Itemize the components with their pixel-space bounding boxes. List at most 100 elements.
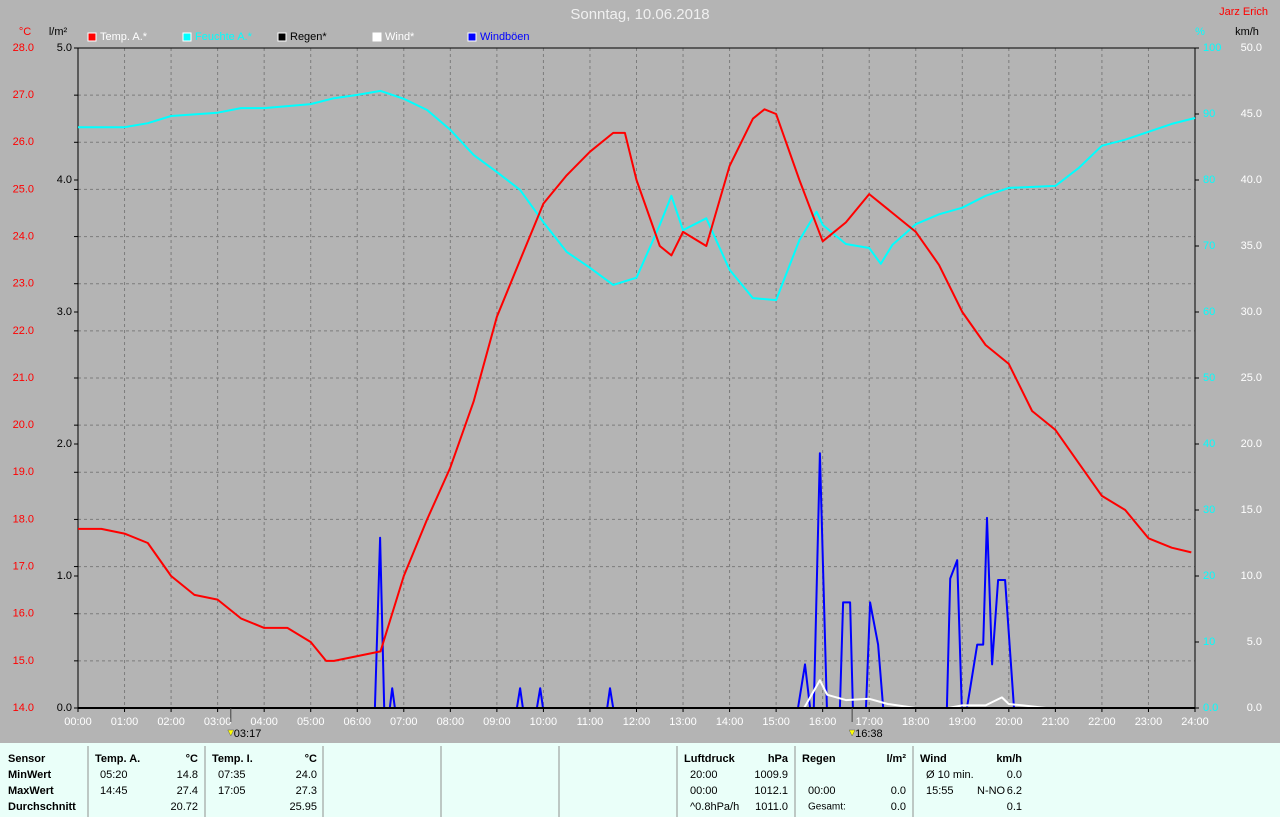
y4-tick-label: 30.0 <box>1241 306 1262 318</box>
cell-time: 00:00 <box>690 785 718 797</box>
y4-tick-label: 35.0 <box>1241 240 1262 252</box>
y4-tick-label: 0.0 <box>1247 702 1262 714</box>
y-axis-unit: °C <box>19 26 31 38</box>
x-tick-label: 24:00 <box>1181 716 1209 728</box>
y-tick-label: 15.0 <box>13 655 34 667</box>
y4-tick-label: 15.0 <box>1241 504 1262 516</box>
x-tick-label: 07:00 <box>390 716 418 728</box>
y2-tick-label: 4.0 <box>57 174 72 186</box>
column-title: Temp. I. <box>212 753 253 765</box>
x-tick-label: 03:00 <box>204 716 232 728</box>
legend-swatch <box>87 32 97 42</box>
x-tick-label: 13:00 <box>669 716 697 728</box>
cell-time: Ø 10 min. <box>926 769 974 781</box>
annotation-icon <box>848 729 856 737</box>
cell-value: 25.95 <box>289 801 317 813</box>
legend-label: Windböen <box>480 31 530 43</box>
row-label: MinWert <box>8 769 52 781</box>
y-tick-label: 16.0 <box>13 608 34 620</box>
x-tick-label: 05:00 <box>297 716 325 728</box>
x-tick-label: 12:00 <box>623 716 651 728</box>
author: Jarz Erich <box>1219 6 1268 18</box>
cell-time: 00:00 <box>808 785 836 797</box>
y3-tick-label: 90 <box>1203 108 1215 120</box>
y4-tick-label: 25.0 <box>1241 372 1262 384</box>
y4-tick-label: 20.0 <box>1241 438 1262 450</box>
y-tick-label: 21.0 <box>13 372 34 384</box>
x-tick-label: 10:00 <box>530 716 558 728</box>
cell-value: 0.1 <box>1007 801 1022 813</box>
cell-time: 07:35 <box>218 769 246 781</box>
row-label: Durchschnitt <box>8 801 76 813</box>
y-tick-label: 24.0 <box>13 230 34 242</box>
y3-tick-label: 20 <box>1203 570 1215 582</box>
y-tick-label: 25.0 <box>13 183 34 195</box>
y-tick-label: 23.0 <box>13 278 34 290</box>
annotation-label: 03:17 <box>234 728 262 740</box>
cell-value: 1011.0 <box>755 801 788 813</box>
legend-swatch <box>372 32 382 42</box>
x-tick-label: 02:00 <box>157 716 185 728</box>
y-tick-label: 28.0 <box>13 42 34 54</box>
x-tick-label: 19:00 <box>949 716 977 728</box>
x-tick-label: 21:00 <box>1042 716 1070 728</box>
annotation-label: 16:38 <box>855 728 883 740</box>
y3-tick-label: 80 <box>1203 174 1215 186</box>
y2-tick-label: 5.0 <box>57 42 72 54</box>
y3-tick-label: 0.0 <box>1203 702 1218 714</box>
cell-value: 27.3 <box>296 785 317 797</box>
y3-tick-label: 50 <box>1203 372 1215 384</box>
x-tick-label: 01:00 <box>111 716 139 728</box>
cell-time: 15:55 <box>926 785 954 797</box>
legend-label: Regen* <box>290 31 327 43</box>
y-tick-label: 20.0 <box>13 419 34 431</box>
cell-value: 0.0 <box>1007 769 1022 781</box>
legend-swatch <box>277 32 287 42</box>
cell-time: 14:45 <box>100 785 128 797</box>
legend-swatch <box>182 32 192 42</box>
cell-value: 14.8 <box>177 769 198 781</box>
y3-tick-label: 70 <box>1203 240 1215 252</box>
chart-title: Sonntag, 10.06.2018 <box>570 6 709 23</box>
cell-time: 17:05 <box>218 785 246 797</box>
y4-tick-label: 45.0 <box>1241 108 1262 120</box>
row-label: Sensor <box>8 753 46 765</box>
x-tick-label: 15:00 <box>762 716 790 728</box>
y-tick-label: 17.0 <box>13 560 34 572</box>
cell-value: 0.0 <box>891 785 906 797</box>
y4-tick-label: 40.0 <box>1241 174 1262 186</box>
y-tick-label: 18.0 <box>13 513 34 525</box>
cell-value: 1012.1 <box>754 785 788 797</box>
y-tick-label: 14.0 <box>13 702 34 714</box>
x-tick-label: 20:00 <box>995 716 1023 728</box>
y4-tick-label: 10.0 <box>1241 570 1262 582</box>
series-line <box>78 89 1196 302</box>
x-tick-label: 18:00 <box>902 716 930 728</box>
cell-direction: N-NO <box>977 785 1006 797</box>
x-tick-label: 14:00 <box>716 716 744 728</box>
x-tick-label: 09:00 <box>483 716 511 728</box>
column-unit: km/h <box>996 753 1022 765</box>
cell-value: 27.4 <box>177 785 198 797</box>
y2-tick-label: 0.0 <box>57 702 72 714</box>
column-unit: l/m² <box>886 753 906 765</box>
cell-time: 20:00 <box>690 769 718 781</box>
y3-tick-label: 40 <box>1203 438 1215 450</box>
y2-tick-label: 3.0 <box>57 306 72 318</box>
x-tick-label: 23:00 <box>1135 716 1163 728</box>
x-tick-label: 22:00 <box>1088 716 1116 728</box>
y2-tick-label: 2.0 <box>57 438 72 450</box>
y2-axis-unit: l/m² <box>49 26 68 38</box>
y3-tick-label: 100 <box>1203 42 1221 54</box>
y3-axis-unit: % <box>1195 26 1205 38</box>
column-title: Regen <box>802 753 836 765</box>
table-background <box>0 743 1280 817</box>
cell-value: 20.72 <box>170 801 198 813</box>
y3-tick-label: 60 <box>1203 306 1215 318</box>
y-tick-label: 26.0 <box>13 136 34 148</box>
y4-tick-label: 5.0 <box>1247 636 1262 648</box>
legend-swatch <box>467 32 477 42</box>
cell-value: 0.0 <box>891 801 906 813</box>
column-title: Temp. A. <box>95 753 140 765</box>
